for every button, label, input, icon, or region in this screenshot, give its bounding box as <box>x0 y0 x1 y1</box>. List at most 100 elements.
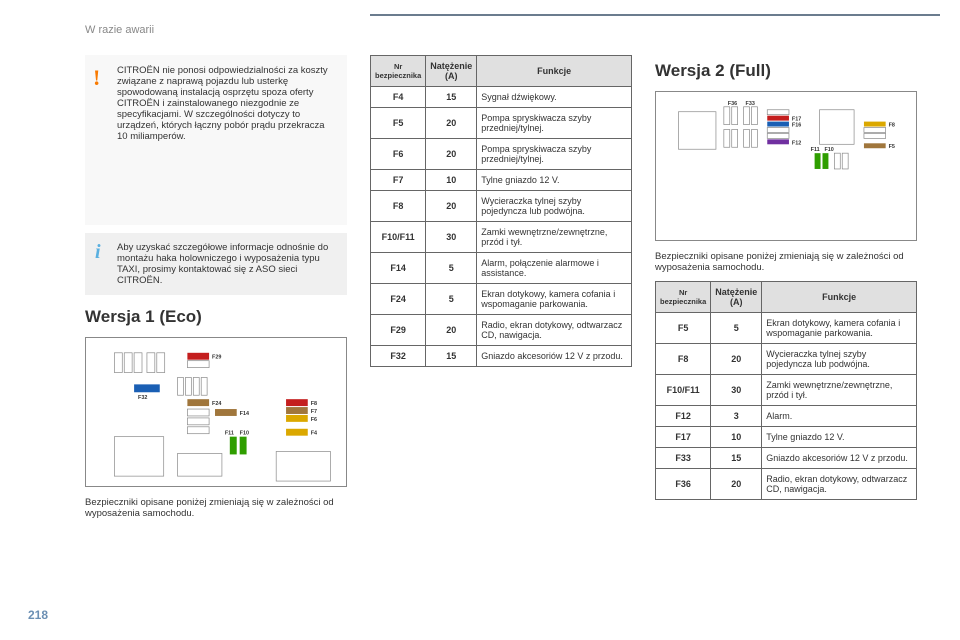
v2-th-fn: Funkcje <box>762 282 917 313</box>
table-row: F24 5 Ekran dotykowy, kamera cofania i w… <box>371 284 632 315</box>
table-row: F5 5 Ekran dotykowy, kamera cofania i ws… <box>656 313 917 344</box>
cell-amp: 15 <box>426 346 477 367</box>
cell-nr: F6 <box>371 139 426 170</box>
header-divider <box>370 14 940 16</box>
cell-nr: F10/F11 <box>656 375 711 406</box>
svg-text:F11: F11 <box>811 147 820 153</box>
cell-fn: Alarm, połączenie alarmowe i assistance. <box>477 253 632 284</box>
column-1: ! CITROËN nie ponosi odpowiedzialności z… <box>85 55 347 527</box>
table-row: F32 15 Gniazdo akcesoriów 12 V z przodu. <box>371 346 632 367</box>
v1-th-fn: Funkcje <box>477 56 632 87</box>
svg-text:F8: F8 <box>889 123 895 129</box>
table-row: F17 10 Tylne gniazdo 12 V. <box>656 427 917 448</box>
cell-amp: 20 <box>426 108 477 139</box>
svg-text:F24: F24 <box>212 401 221 407</box>
svg-text:F29: F29 <box>212 355 221 361</box>
cell-amp: 20 <box>711 469 762 500</box>
cell-amp: 5 <box>426 284 477 315</box>
breadcrumb: W razie awarii <box>85 24 154 36</box>
svg-text:F16: F16 <box>792 123 801 129</box>
cell-amp: 20 <box>426 315 477 346</box>
cell-fn: Gniazdo akcesoriów 12 V z przodu. <box>762 448 917 469</box>
column-3: Wersja 2 (Full) F36 F33 F17 F16 <box>655 55 917 500</box>
exclamation-icon: ! <box>93 65 100 91</box>
v2-th-amp: Natężenie (A) <box>711 282 762 313</box>
table-row: F10/F11 30 Zamki wewnętrzne/zewnętrzne, … <box>371 222 632 253</box>
svg-text:F10: F10 <box>240 431 249 437</box>
cell-nr: F29 <box>371 315 426 346</box>
cell-fn: Ekran dotykowy, kamera cofania i wspomag… <box>477 284 632 315</box>
version1-note: Bezpieczniki opisane poniżej zmieniają s… <box>85 497 347 519</box>
table-row: F36 20 Radio, ekran dotykowy, odtwarzacz… <box>656 469 917 500</box>
cell-fn: Zamki wewnętrzne/zewnętrzne, przód i tył… <box>762 375 917 406</box>
cell-nr: F8 <box>371 191 426 222</box>
cell-nr: F33 <box>656 448 711 469</box>
column-2: Nr bezpiecznika Natężenie (A) Funkcje F4… <box>370 55 632 367</box>
cell-fn: Sygnał dźwiękowy. <box>477 87 632 108</box>
cell-amp: 20 <box>426 139 477 170</box>
cell-nr: F10/F11 <box>371 222 426 253</box>
cell-fn: Radio, ekran dotykowy, odtwarzacz CD, na… <box>762 469 917 500</box>
v1-th-nr: Nr bezpiecznika <box>371 56 426 87</box>
svg-text:F7: F7 <box>311 409 317 415</box>
version2-table: Nr bezpiecznika Natężenie (A) Funkcje F5… <box>655 281 917 500</box>
cell-amp: 20 <box>426 191 477 222</box>
cell-nr: F24 <box>371 284 426 315</box>
version2-diagram: F36 F33 F17 F16 F12 <box>655 91 917 241</box>
cell-fn: Tylne gniazdo 12 V. <box>477 170 632 191</box>
cell-nr: F5 <box>371 108 426 139</box>
cell-nr: F7 <box>371 170 426 191</box>
cell-amp: 15 <box>711 448 762 469</box>
warning-text: CITROËN nie ponosi odpowiedzialności za … <box>117 65 328 142</box>
cell-amp: 3 <box>711 406 762 427</box>
cell-nr: F14 <box>371 253 426 284</box>
version2-title: Wersja 2 (Full) <box>655 61 917 81</box>
svg-text:F33: F33 <box>746 101 755 107</box>
cell-nr: F36 <box>656 469 711 500</box>
svg-text:F14: F14 <box>240 411 249 417</box>
cell-fn: Radio, ekran dotykowy, odtwarzacz CD, na… <box>477 315 632 346</box>
cell-nr: F17 <box>656 427 711 448</box>
cell-amp: 5 <box>426 253 477 284</box>
table-row: F33 15 Gniazdo akcesoriów 12 V z przodu. <box>656 448 917 469</box>
warning-box: ! CITROËN nie ponosi odpowiedzialności z… <box>85 55 347 225</box>
cell-fn: Gniazdo akcesoriów 12 V z przodu. <box>477 346 632 367</box>
cell-fn: Wycieraczka tylnej szyby pojedyncza lub … <box>477 191 632 222</box>
cell-amp: 5 <box>711 313 762 344</box>
cell-fn: Pompa spryskiwacza szyby przedniej/tylne… <box>477 108 632 139</box>
cell-amp: 10 <box>711 427 762 448</box>
cell-amp: 15 <box>426 87 477 108</box>
version1-table: Nr bezpiecznika Natężenie (A) Funkcje F4… <box>370 55 632 367</box>
cell-amp: 30 <box>426 222 477 253</box>
cell-fn: Pompa spryskiwacza szyby przedniej/tylne… <box>477 139 632 170</box>
svg-text:F4: F4 <box>311 431 317 437</box>
cell-fn: Zamki wewnętrzne/zewnętrzne, przód i tył… <box>477 222 632 253</box>
cell-amp: 30 <box>711 375 762 406</box>
svg-text:F11: F11 <box>225 431 234 437</box>
table-row: F10/F11 30 Zamki wewnętrzne/zewnętrzne, … <box>656 375 917 406</box>
table-row: F5 20 Pompa spryskiwacza szyby przedniej… <box>371 108 632 139</box>
table-row: F7 10 Tylne gniazdo 12 V. <box>371 170 632 191</box>
info-icon: i <box>95 241 101 264</box>
svg-text:F10: F10 <box>824 147 833 153</box>
cell-nr: F32 <box>371 346 426 367</box>
info-text: Aby uzyskać szczegółowe informacje odnoś… <box>117 242 328 286</box>
version1-title: Wersja 1 (Eco) <box>85 307 347 327</box>
v1-th-amp: Natężenie (A) <box>426 56 477 87</box>
cell-amp: 20 <box>711 344 762 375</box>
cell-fn: Tylne gniazdo 12 V. <box>762 427 917 448</box>
table-row: F12 3 Alarm. <box>656 406 917 427</box>
table-row: F4 15 Sygnał dźwiękowy. <box>371 87 632 108</box>
cell-fn: Wycieraczka tylnej szyby pojedyncza lub … <box>762 344 917 375</box>
cell-fn: Alarm. <box>762 406 917 427</box>
v2-th-nr: Nr bezpiecznika <box>656 282 711 313</box>
svg-text:F5: F5 <box>889 144 895 150</box>
table-row: F8 20 Wycieraczka tylnej szyby pojedyncz… <box>371 191 632 222</box>
table-row: F14 5 Alarm, połączenie alarmowe i assis… <box>371 253 632 284</box>
table-row: F6 20 Pompa spryskiwacza szyby przedniej… <box>371 139 632 170</box>
cell-nr: F8 <box>656 344 711 375</box>
table-row: F29 20 Radio, ekran dotykowy, odtwarzacz… <box>371 315 632 346</box>
version1-diagram: F29 F32 F24 F14 F8 F7 F6 <box>85 337 347 487</box>
svg-text:F12: F12 <box>792 140 801 146</box>
svg-text:F32: F32 <box>138 395 147 401</box>
